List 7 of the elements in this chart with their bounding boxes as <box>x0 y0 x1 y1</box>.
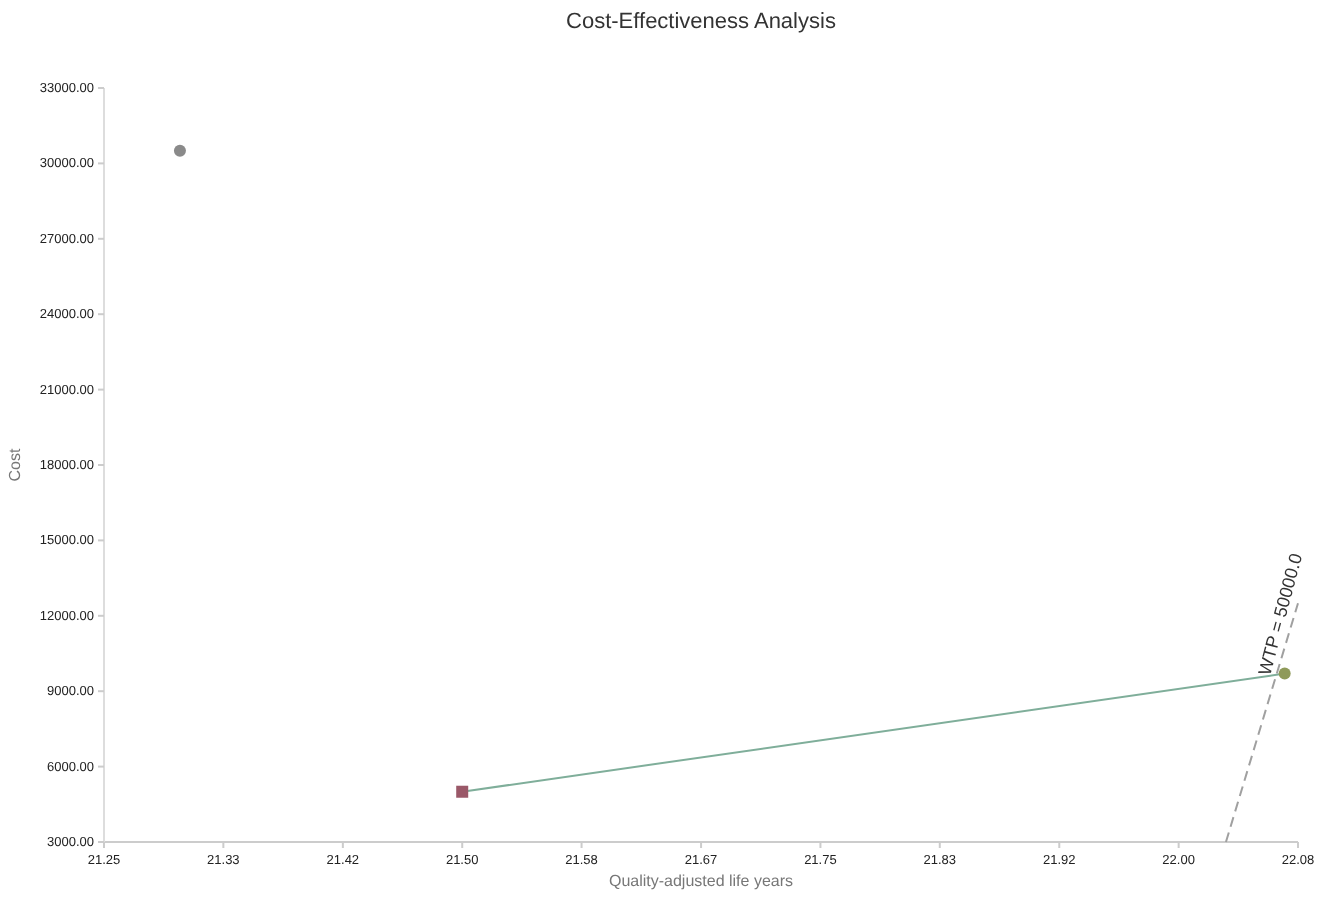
point <box>1278 667 1291 680</box>
chart-title: Cost-Effectiveness Analysis <box>566 10 837 34</box>
y-axis-title: Cost <box>6 447 24 482</box>
point <box>173 144 186 157</box>
x-axis-title: Quality-adjusted life years <box>608 872 794 890</box>
annotation: WTP = 50000.0 <box>1254 551 1307 678</box>
point <box>456 785 469 798</box>
